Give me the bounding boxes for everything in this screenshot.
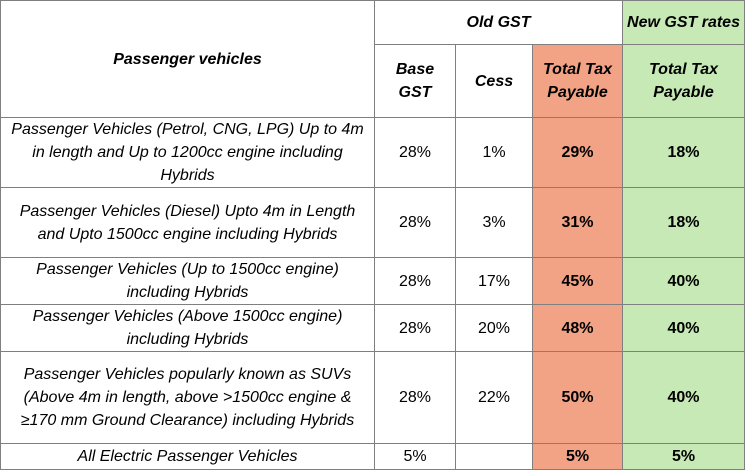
cess: 3% [455,187,533,258]
old-group-header: Old GST [373,0,624,45]
cess: 22% [455,351,533,444]
cess: 17% [455,257,533,305]
vehicle-category: Passenger Vehicles (Up to 1500cc engine)… [0,257,375,305]
old-total-tax: 5% [531,443,624,470]
old-total-tax: 50% [531,351,624,444]
table-row: Passenger Vehicles (Diesel) Upto 4m in L… [0,187,745,258]
old-total-tax: 45% [531,257,624,305]
base-gst: 28% [374,351,456,444]
table-row: Passenger Vehicles (Above 1500cc engine)… [0,304,745,352]
new-total-tax: 5% [622,443,745,470]
table-header: Passenger vehicles Old GST New GST rates… [0,0,745,118]
row-label-header: Passenger vehicles [0,0,375,118]
vehicle-category: All Electric Passenger Vehicles [0,443,375,470]
vehicle-category: Passenger Vehicles (Diesel) Upto 4m in L… [0,187,375,258]
cess: 20% [455,304,533,352]
old-total-tax: 31% [531,187,624,258]
base-gst: 28% [374,304,456,352]
base-gst: 5% [374,443,456,470]
column-header: Base GST [374,44,456,118]
cess [455,443,533,470]
table-row: Passenger Vehicles popularly known as SU… [0,351,745,444]
base-gst: 28% [374,117,456,188]
old-total-tax: 48% [531,304,624,352]
new-total-tax: 18% [622,117,745,188]
new-total-tax: 18% [622,187,745,258]
base-gst: 28% [374,187,456,258]
cess: 1% [455,117,533,188]
new-group-header: New GST rates [622,0,745,45]
new-total-tax: 40% [622,304,745,352]
table-row: All Electric Passenger Vehicles 5% 5% 5% [0,443,745,470]
old-total-tax: 29% [531,117,624,188]
new-total-tax: 40% [622,351,745,444]
new-total-tax: 40% [622,257,745,305]
column-header: Total Tax Payable [622,44,745,118]
vehicle-category: Passenger Vehicles (Above 1500cc engine)… [0,304,375,352]
vehicle-category: Passenger Vehicles (Petrol, CNG, LPG) Up… [0,117,375,188]
column-header: Cess [455,44,533,118]
base-gst: 28% [374,257,456,305]
table-row: Passenger Vehicles (Petrol, CNG, LPG) Up… [0,117,745,188]
vehicle-category: Passenger Vehicles popularly known as SU… [0,351,375,444]
table-body: Passenger Vehicles (Petrol, CNG, LPG) Up… [0,117,745,470]
column-header: Total Tax Payable [531,44,624,118]
table-row: Passenger Vehicles (Up to 1500cc engine)… [0,257,745,305]
